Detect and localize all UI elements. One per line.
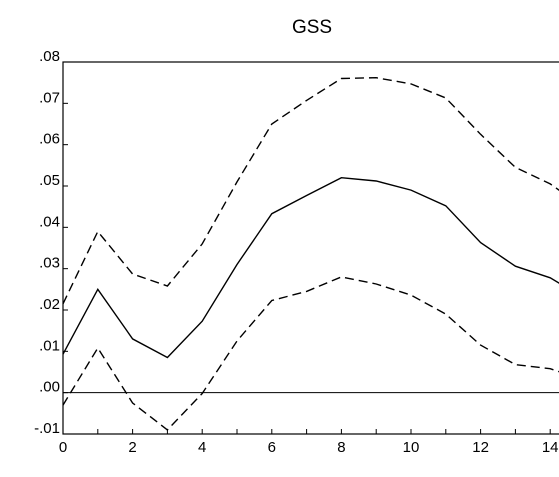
- x-tick-label: 14: [542, 439, 559, 456]
- y-tick-label: .00: [39, 379, 60, 396]
- x-tick-label: 12: [472, 439, 489, 456]
- y-tick-label: .03: [39, 255, 60, 272]
- x-tick-label: 8: [337, 439, 345, 456]
- response-line: [62, 176, 559, 359]
- y-tick-label: .02: [39, 296, 60, 313]
- x-tick-label: 6: [268, 439, 276, 456]
- upper-band-line: [62, 76, 559, 305]
- y-tick-label: .08: [39, 48, 60, 65]
- y-tick-label: .01: [39, 337, 60, 354]
- y-tick-label: .04: [39, 213, 60, 230]
- y-tick-label: -.01: [34, 420, 60, 437]
- y-tick-label: .07: [39, 89, 60, 106]
- y-tick-label: .06: [39, 131, 60, 148]
- x-tick-label: 2: [128, 439, 136, 456]
- x-tick-label: 10: [403, 439, 420, 456]
- chart-title: GSS: [292, 17, 332, 38]
- x-tick-label: 4: [198, 439, 206, 456]
- x-tick-label: 0: [59, 439, 67, 456]
- plot-frame: [62, 61, 559, 435]
- y-tick-label: .05: [39, 172, 60, 189]
- lower-band-line: [62, 276, 559, 431]
